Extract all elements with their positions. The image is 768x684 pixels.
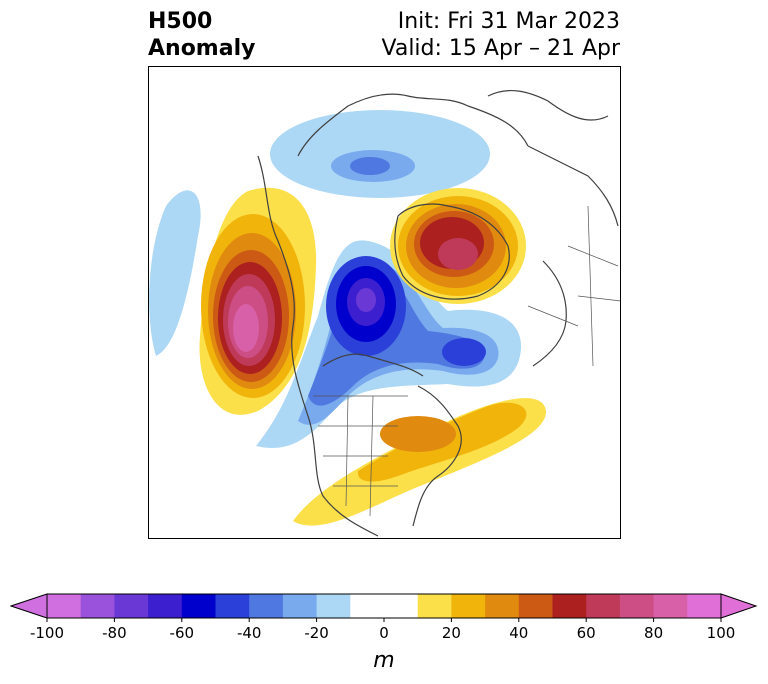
colorbar-cell [350,594,385,618]
title-variable: H500 [148,9,213,34]
colorbar-cell [619,594,655,618]
valid-range: Valid: 15 Apr – 21 Apr [381,36,621,61]
colorbar-tick-label: 80 [644,624,664,642]
trough-west-pacific [149,190,201,356]
colorbar-tick-label: 100 [706,624,736,642]
colorbar-cell [47,594,82,618]
colorbar-cell [687,594,722,618]
colorbar-cell [653,594,688,618]
anomaly-map [148,66,621,539]
colorbar-tick-label: -40 [236,624,262,642]
colorbar-cell [114,594,149,618]
title-right: Init: Fri 31 Mar 2023 Valid: 15 Apr – 21… [382,8,621,62]
map-frame [148,66,621,539]
colorbar-tick-label: -20 [304,624,329,642]
colorbar-cell [282,594,318,618]
ridge-pacific-nw [199,187,317,415]
colorbar-tick-label: -100 [29,624,65,642]
colorbar-extend-max [720,593,758,619]
colorbar-tick-label: 40 [509,624,529,642]
colorbar-tick-label: 0 [379,624,389,642]
colorbar-tick-label: -60 [169,624,195,642]
colorbar-tick-label: -80 [102,624,127,642]
title-field: Anomaly [148,36,256,61]
colorbar-cell [485,594,520,618]
ridge-eastern-us [293,398,547,526]
colorbar-cell [316,594,351,618]
trough-scandinavia [270,110,490,198]
init-date: Init: Fri 31 Mar 2023 [397,9,620,34]
title-left: H500 Anomaly [148,8,255,62]
colorbar-tick-label: 60 [576,624,596,642]
colorbar-cell [451,594,486,618]
colorbar-tick-label: 20 [441,624,461,642]
colorbar-cell [80,594,115,618]
borders [313,205,621,517]
colorbar-cell [148,594,183,618]
colorbar-cell [249,594,284,618]
colorbar-cell [417,594,452,618]
ridge-north-atlantic [390,188,526,304]
colorbar-unit: m [373,648,395,673]
colorbar-extend-min [10,593,48,619]
trough-arctic-canada [256,240,522,448]
colorbar-cell [384,594,419,618]
colorbar-cell [586,594,621,618]
colorbar-cell [552,594,587,618]
colorbar-cell [181,594,216,618]
colorbar-cell [215,594,250,618]
colorbar [10,593,758,622]
colorbar-cell [518,594,553,618]
